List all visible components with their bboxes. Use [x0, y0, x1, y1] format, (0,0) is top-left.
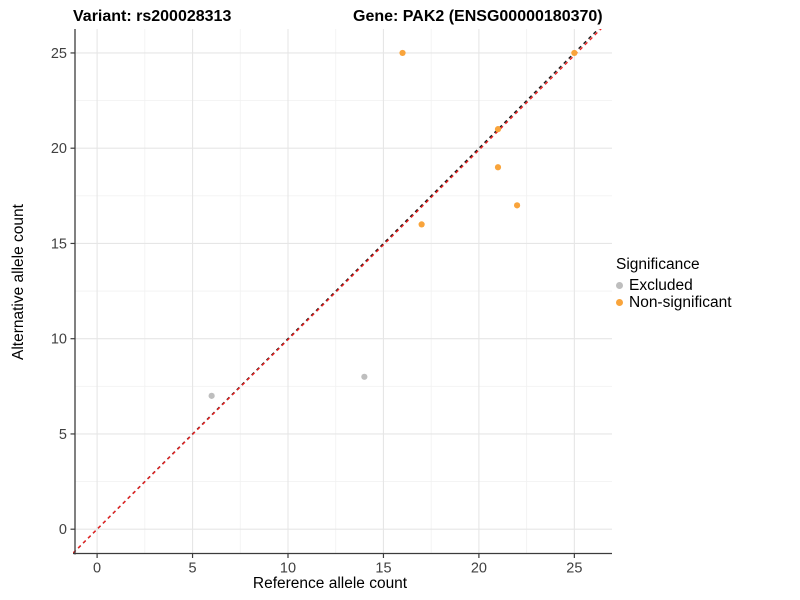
- data-point-excluded: [361, 373, 368, 380]
- y-tick-label: 5: [59, 427, 67, 443]
- legend-item-non-significant: Non-significant: [616, 294, 732, 311]
- fit-line: [73, 29, 602, 554]
- data-point-non-significant: [494, 164, 502, 171]
- data-point-non-significant: [571, 49, 578, 57]
- data-point-excluded: [208, 392, 215, 399]
- non-significant-dot-icon: [616, 299, 623, 306]
- legend: Significance Excluded Non-significant: [616, 256, 732, 311]
- data-point-non-significant: [494, 126, 502, 133]
- y-axis-title: Alternative allele count: [10, 204, 27, 360]
- x-tick-label: 0: [93, 561, 101, 577]
- y-tick-label: 25: [51, 46, 67, 62]
- x-tick-label: 20: [471, 561, 487, 577]
- legend-title: Significance: [616, 256, 700, 273]
- plot-title-variant: Variant: rs200028313: [73, 8, 232, 25]
- y-tick-label: 20: [51, 141, 67, 157]
- excluded-dot-icon: [616, 282, 623, 289]
- y-tick-label: 0: [59, 522, 67, 538]
- legend-item-excluded: Excluded: [616, 277, 732, 294]
- y-tick-label: 15: [51, 236, 67, 252]
- data-point-non-significant: [399, 49, 406, 57]
- x-tick-label: 10: [280, 561, 296, 577]
- x-tick-label: 15: [375, 561, 391, 577]
- x-axis-title: Reference allele count: [252, 575, 408, 592]
- plot-title-gene: Gene: PAK2 (ENSG00000180370): [353, 8, 603, 25]
- x-tick-label: 5: [189, 561, 197, 577]
- legend-label-non-significant: Non-significant: [629, 293, 732, 311]
- data-point-non-significant: [418, 221, 425, 228]
- y-tick-label: 10: [51, 332, 67, 348]
- x-tick-label: 25: [566, 561, 582, 577]
- data-point-non-significant: [513, 202, 521, 209]
- legend-label-excluded: Excluded: [629, 276, 693, 294]
